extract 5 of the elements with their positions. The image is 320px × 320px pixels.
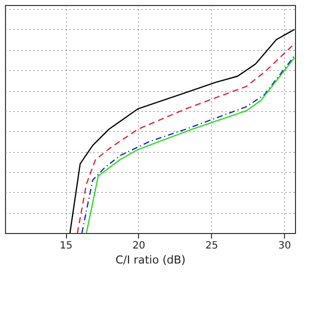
- x-axis-title: C/I ratio (dB): [115, 254, 186, 266]
- x-tick-label: 30: [278, 240, 291, 252]
- x-tick-label: 25: [205, 240, 218, 252]
- x-tick-label: 15: [60, 240, 72, 252]
- x-tick-label: 20: [132, 240, 146, 252]
